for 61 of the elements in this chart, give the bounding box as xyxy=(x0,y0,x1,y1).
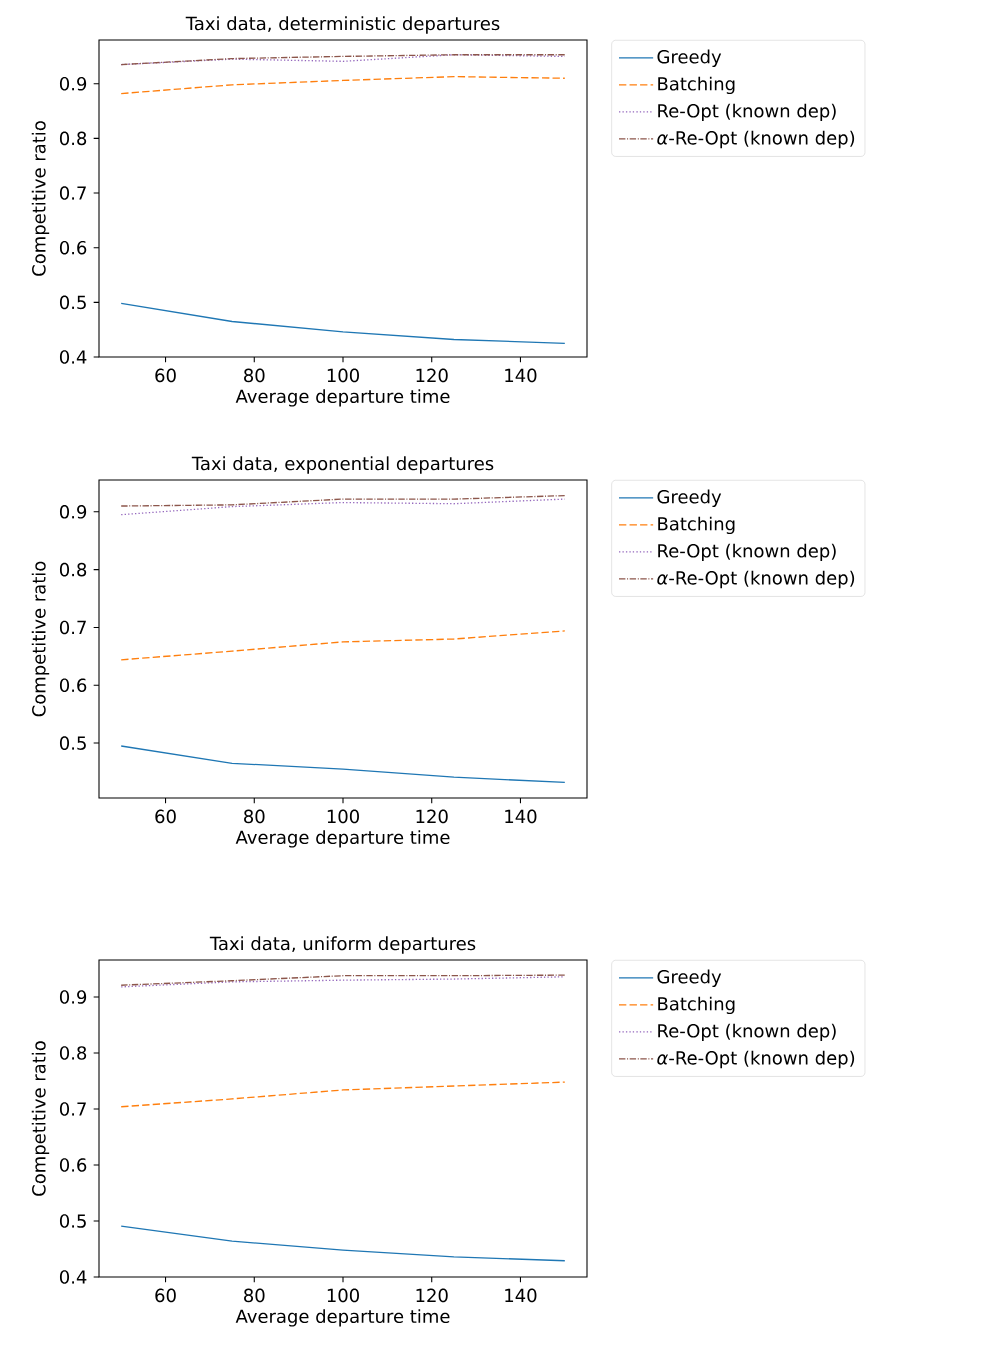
x-tick-label: 60 xyxy=(155,1288,176,1303)
x-tick-label: 80 xyxy=(244,368,265,383)
line-series xyxy=(120,494,566,507)
y-tick-label: 0.4 xyxy=(59,350,87,364)
line-series xyxy=(120,302,566,345)
legend-label: α-Re-Opt (known dep) xyxy=(657,130,855,149)
x-tick-label: 120 xyxy=(416,1288,448,1303)
y-tick-label: 0.5 xyxy=(59,1214,86,1228)
line-series xyxy=(120,75,566,95)
x-axis-title: Average departure time xyxy=(235,830,450,848)
y-tick-label: 0.6 xyxy=(59,678,87,693)
legend-label: Re-Opt (known dep) xyxy=(658,1023,836,1042)
y-tick-label: 0.9 xyxy=(59,505,87,519)
x-tick-label: 100 xyxy=(327,809,359,824)
line-series xyxy=(120,1225,566,1262)
y-tick-label: 0.4 xyxy=(59,1270,87,1284)
legend-label: Batching xyxy=(658,516,735,535)
y-axis-title: Competitive ratio xyxy=(31,121,50,276)
y-tick-label: 0.7 xyxy=(59,186,86,200)
line-series xyxy=(120,630,566,661)
y-tick-label: 0.7 xyxy=(59,1102,86,1116)
x-tick-label: 60 xyxy=(155,809,176,824)
y-tick-label: 0.5 xyxy=(59,295,86,310)
line-series xyxy=(120,498,566,516)
x-tick-label: 80 xyxy=(244,809,265,824)
y-tick-label: 0.5 xyxy=(59,736,86,750)
y-tick-label: 0.9 xyxy=(59,76,87,91)
y-tick-label: 0.7 xyxy=(59,620,86,635)
legend-label: Batching xyxy=(658,996,735,1015)
x-tick-label: 100 xyxy=(327,368,359,383)
x-tick-label: 60 xyxy=(155,368,176,383)
x-tick-label: 120 xyxy=(416,809,448,824)
chart-title: Taxi data, uniform departures xyxy=(209,936,476,954)
y-tick-label: 0.8 xyxy=(59,1046,87,1060)
legend-label: Greedy xyxy=(657,489,722,508)
x-tick-label: 140 xyxy=(505,809,537,824)
x-tick-label: 80 xyxy=(244,1288,265,1303)
x-axis-title: Average departure time xyxy=(235,1309,450,1327)
legend-label: Re-Opt (known dep) xyxy=(658,103,836,122)
y-tick-label: 0.8 xyxy=(59,562,87,577)
x-tick-label: 140 xyxy=(505,368,537,383)
chart-title: Taxi data, deterministic departures xyxy=(185,16,500,34)
line-series xyxy=(120,745,566,784)
legend-label: α-Re-Opt (known dep) xyxy=(657,1050,855,1069)
legend-label: Re-Opt (known dep) xyxy=(658,543,836,562)
legend-label: Batching xyxy=(658,76,735,95)
x-tick-label: 100 xyxy=(327,1288,359,1303)
y-tick-label: 0.6 xyxy=(59,1158,87,1172)
y-tick-label: 0.9 xyxy=(59,990,87,1004)
chart-title: Taxi data, exponential departures xyxy=(191,456,494,474)
y-axis-title: Competitive ratio xyxy=(31,561,50,717)
legend-label: α-Re-Opt (known dep) xyxy=(657,570,855,589)
x-tick-label: 140 xyxy=(505,1288,537,1303)
legend-label: Greedy xyxy=(657,969,722,988)
y-tick-label: 0.8 xyxy=(59,131,87,146)
y-axis-title: Competitive ratio xyxy=(31,1041,50,1196)
x-axis-title: Average departure time xyxy=(235,389,450,407)
x-tick-label: 120 xyxy=(416,368,448,383)
legend-label: Greedy xyxy=(657,49,722,68)
line-series xyxy=(120,54,566,66)
y-tick-label: 0.6 xyxy=(59,240,87,255)
